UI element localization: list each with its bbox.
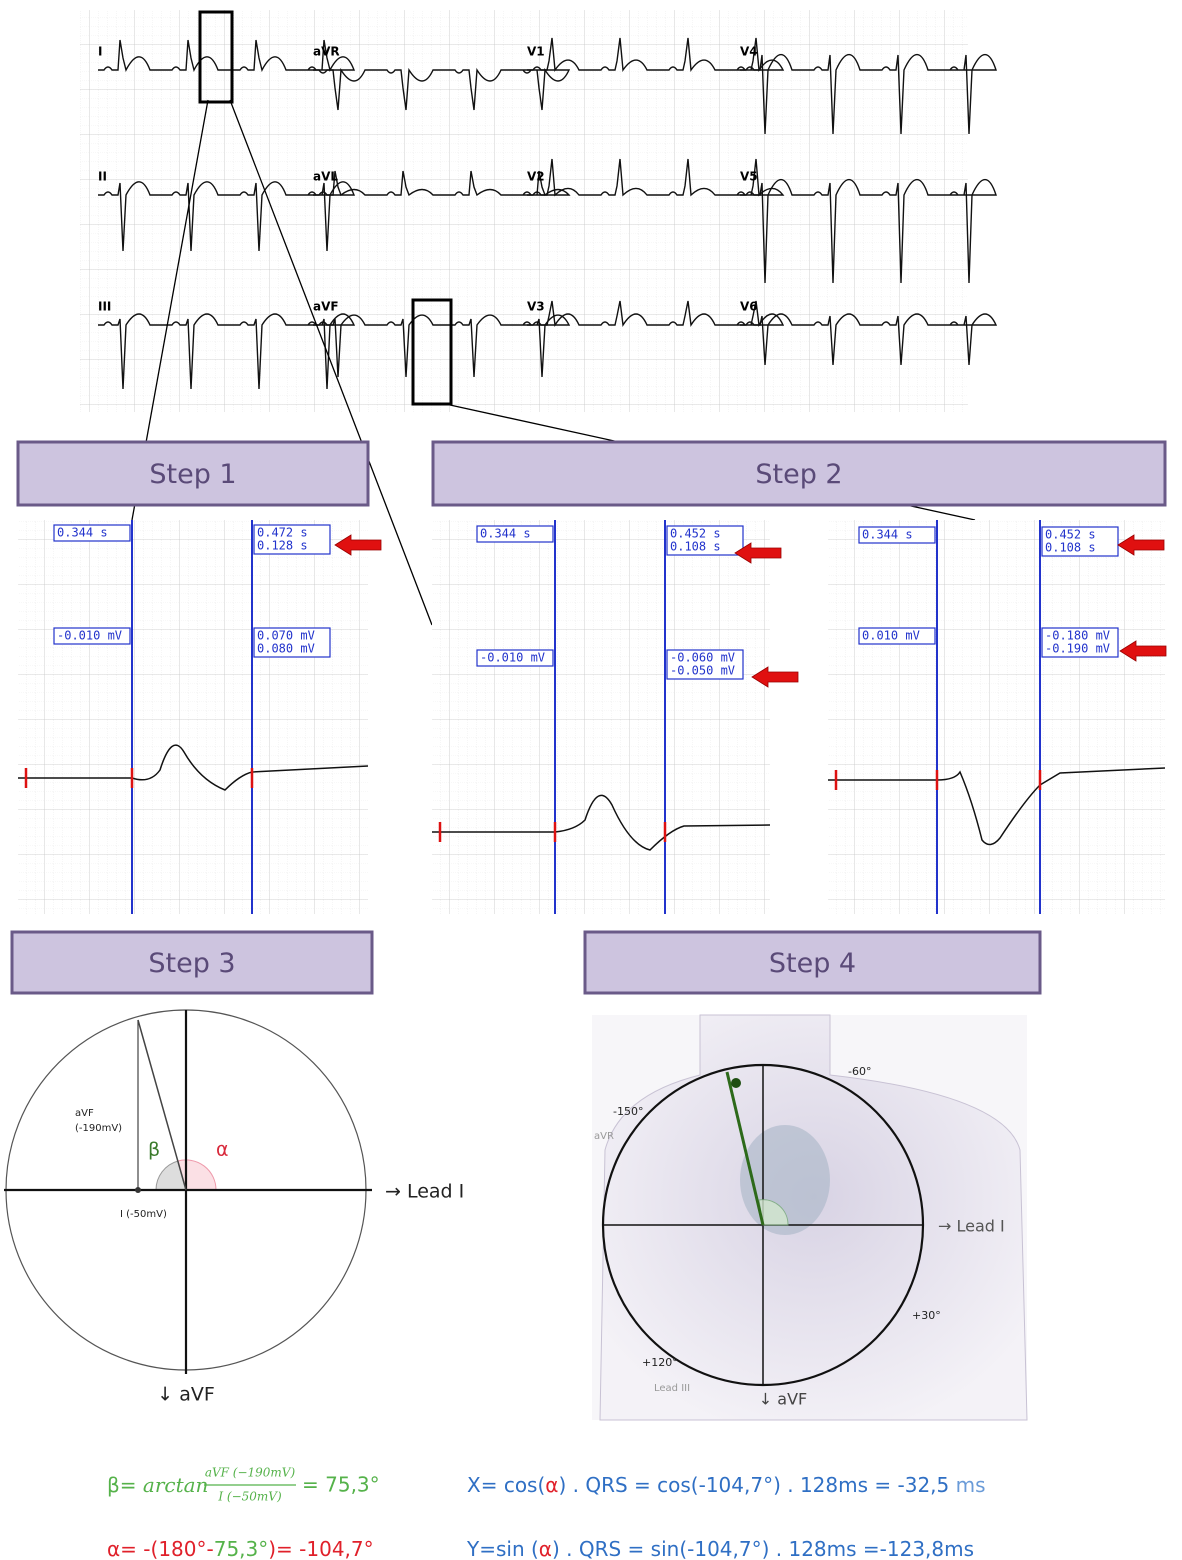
measure-value: 0.080 mV [257,642,315,656]
measure-value: -0.010 mV [480,651,545,665]
step4-label: Lead III [654,1383,690,1394]
measure-value: 0.344 s [862,528,913,542]
formula-num: aVF (−190mV) [205,1466,296,1480]
formula-part: α [545,1473,558,1497]
point [135,1187,141,1193]
measure-value: -0.060 mV [670,651,735,665]
step4-label: → Lead I [938,1217,1005,1236]
formula-part: ) . QRS = cos(-104,7°) . 128ms = -32,5 [558,1473,949,1497]
panel-grid [432,520,770,914]
formula-part: β= [107,1473,143,1497]
measure-value: 0.344 s [57,526,108,540]
measure-value: 0.452 s [670,527,721,541]
formula-part: X= cos( [467,1473,545,1497]
lead-label: V4 [740,45,758,59]
step4-label: -150° [613,1105,643,1118]
step4-label: aVR [594,1131,614,1142]
step-title: Step 1 [149,459,236,490]
point [731,1078,741,1088]
formula-result: = 75,3° [302,1473,380,1497]
formula-part: ms [949,1473,985,1497]
step-title: Step 2 [755,459,842,490]
lead-label: V2 [527,170,545,184]
measure-value: 0.128 s [257,539,308,553]
formula-part: 75,3° [214,1537,269,1560]
step-title: Step 3 [148,948,235,979]
lead-label: aVR [313,45,340,59]
formula-y: Y=sin (α) . QRS = sin(-104,7°) . 128ms =… [466,1537,974,1560]
formula-part: arctan [143,1473,209,1497]
lead-label: I [98,45,102,59]
vector-line [138,1020,186,1190]
step-title: Step 4 [769,948,856,979]
measure-value: 0.070 mV [257,629,315,643]
panel-grid [18,520,368,914]
lead-label: III [98,300,111,314]
measure-value: 0.472 s [257,526,308,540]
lead-label: aVF [313,300,339,314]
measure-value: 0.010 mV [862,629,920,643]
measure-value: 0.452 s [1045,528,1096,542]
measure-value: -0.050 mV [670,664,735,678]
step4-label: -60° [848,1065,871,1078]
formula-beta: β= arctan [107,1473,208,1497]
formula-den: I (−50mV) [217,1490,282,1504]
measure-value: 0.108 s [1045,541,1096,555]
step4-label: ↓ aVF [759,1390,807,1409]
lead-label: II [98,170,107,184]
step3-label: → Lead I [385,1181,464,1203]
step3-label: I (-50mV) [120,1209,167,1220]
step3-label: (-190mV) [75,1123,122,1134]
step3-label: β [148,1139,160,1161]
formula-part: α [539,1537,552,1560]
measure-value: -0.010 mV [57,629,122,643]
lead-label: V1 [527,45,545,59]
figure: IaVR V1 V4 II aVL V2 V5 III aVF V3 V6 Step 1 Step 2 S… [0,0,1182,1560]
lead-label: V3 [527,300,545,314]
step3-label: aVF [75,1108,94,1119]
formula-part: α= -(180°- [107,1537,214,1560]
formula-part: )= -104,7° [268,1537,373,1560]
lead-label: aVL [313,170,338,184]
measure-value: -0.180 mV [1045,629,1110,643]
formula-x: X= cos(α) . QRS = cos(-104,7°) . 128ms =… [467,1473,986,1497]
step3-label: ↓ aVF [157,1384,215,1406]
step3-label: α [216,1139,229,1161]
step4-label: +30° [912,1309,941,1322]
lead-label: V5 [740,170,758,184]
panel-grid [828,520,1165,914]
formula-alpha: α= -(180°-75,3°)= -104,7° [107,1537,374,1560]
measure-value: 0.344 s [480,527,531,541]
measure-value: 0.108 s [670,540,721,554]
measure-value: -0.190 mV [1045,642,1110,656]
step4-label: +120° [642,1356,678,1369]
formula-part: ) . QRS = sin(-104,7°) . 128ms =-123,8ms [552,1537,974,1560]
lead-label: V6 [740,300,758,314]
formula-part: Y=sin ( [466,1537,539,1560]
